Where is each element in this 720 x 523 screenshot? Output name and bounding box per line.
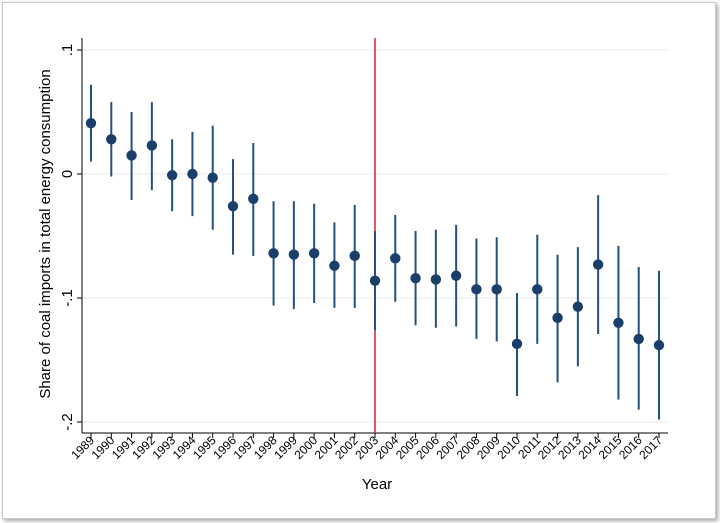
y-tick-labels: .1 0 -.1 -.2 [59,44,76,431]
point-estimate [85,117,97,129]
x-axis-title: Year [362,476,392,493]
point-estimate [369,275,381,286]
point-estimate [511,338,523,350]
y-tick-label: 0 [59,170,76,178]
point-estimate [613,317,624,328]
point-estimate [207,172,218,183]
point-estimates [85,117,665,351]
y-tick-label: -.2 [59,413,76,431]
point-estimate [552,312,563,324]
x-tick-label: 2017 [636,433,665,462]
point-estimate [491,284,502,295]
point-estimate [410,272,421,284]
point-estimate [532,284,543,295]
point-estimate [430,274,442,285]
point-estimate [166,170,178,181]
point-estimate [146,140,158,151]
point-estimate [633,333,644,345]
point-estimate [592,259,604,270]
axes [77,38,668,438]
point-estimate [248,193,259,204]
point-estimate [268,248,279,259]
point-estimate [308,248,320,259]
point-estimate [653,339,665,351]
point-estimate [227,201,239,212]
point-estimate [471,284,482,295]
point-estimate [450,270,462,281]
point-estimate [349,250,360,262]
x-tick-labels: 1989199019911992199319941995199619971998… [68,433,665,462]
point-estimate [572,301,584,312]
point-estimate [329,260,340,271]
point-estimate [187,168,198,180]
y-tick-label: -.1 [59,289,76,307]
point-estimate [106,134,117,145]
y-axis-title: Share of coal imports in total energy co… [37,69,54,398]
point-estimate [390,253,401,264]
point-estimate [126,150,137,161]
y-tick-label: .1 [59,44,76,57]
point-estimate [288,249,300,260]
